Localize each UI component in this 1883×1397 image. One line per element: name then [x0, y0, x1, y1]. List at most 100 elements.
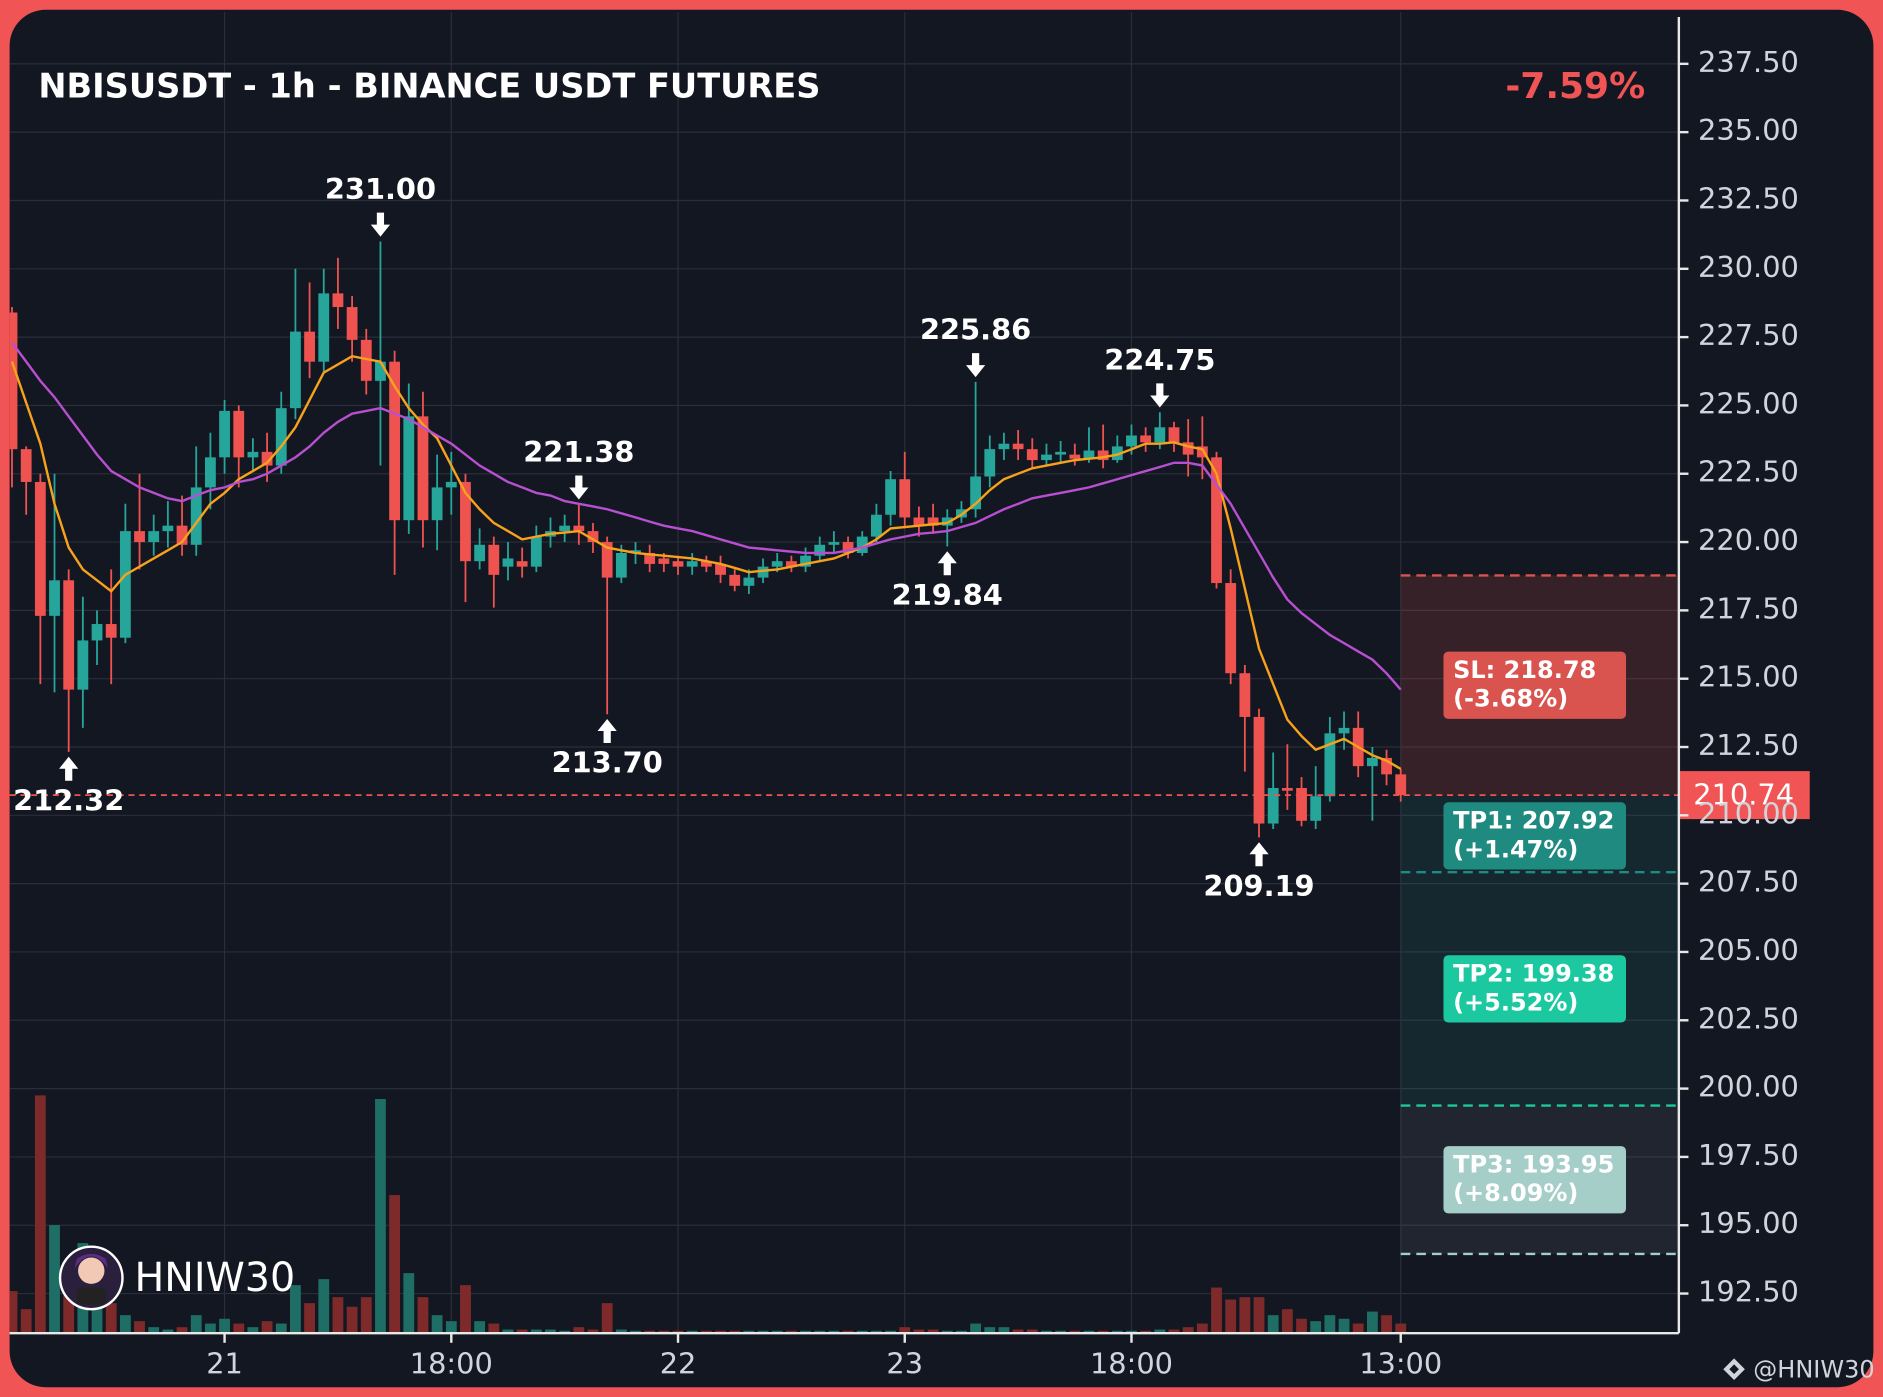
trade-levels: SL: 218.78(-3.68%) TP1: 207.92(+1.47%) TP2… [1400, 574, 1679, 1256]
credit: @HNIW30 [1723, 1355, 1875, 1383]
volume-bar [1366, 1311, 1378, 1334]
candle-body [757, 566, 769, 578]
candle-body [1041, 454, 1052, 461]
candle-body [913, 517, 925, 526]
candle-body [1381, 757, 1392, 775]
candle-body [984, 449, 996, 477]
volume-bar [219, 1318, 230, 1334]
candle-body [615, 552, 627, 578]
y-tick-label: 235.00 [1698, 113, 1799, 147]
annotation-label: 221.38 [523, 435, 634, 469]
candle-body [502, 558, 514, 567]
volume-bar [913, 1329, 925, 1334]
candle-body [162, 525, 174, 532]
candle-body [20, 449, 32, 482]
candle-body [233, 410, 245, 458]
y-tick-label: 230.00 [1698, 250, 1799, 284]
candle-body [219, 410, 230, 458]
volume-bar [460, 1285, 471, 1334]
volume-bar [417, 1297, 429, 1334]
volume-bar [134, 1321, 145, 1334]
volume-bar [474, 1321, 486, 1334]
volume-panel [9, 1095, 1407, 1334]
x-tick-label: 13:00 [1359, 1347, 1442, 1381]
volume-bar [1225, 1299, 1237, 1334]
candle-body [105, 624, 117, 638]
volume-bar [275, 1323, 287, 1334]
candle-body [559, 525, 571, 532]
price-line: 210.74 [9, 771, 1810, 820]
candle-body [346, 307, 358, 340]
candle-body [275, 408, 287, 466]
volume-bar [9, 1291, 18, 1334]
volume-bar [545, 1329, 556, 1334]
moving-averages [10, 341, 1402, 770]
annotation-arrow [937, 551, 957, 576]
y-tick-label: 212.50 [1698, 728, 1799, 762]
candle-body [1239, 673, 1251, 717]
price-label: 210.74 [1693, 777, 1794, 811]
candle-body [1140, 435, 1152, 443]
volume-bar [1182, 1327, 1194, 1334]
annotation-label: 225.86 [920, 312, 1031, 346]
y-tick-label: 200.00 [1698, 1070, 1799, 1104]
volume-bar [304, 1303, 315, 1334]
volume-bar [190, 1315, 202, 1334]
volume-bar [431, 1315, 443, 1334]
volume-bar [261, 1321, 273, 1334]
candle-body [488, 544, 500, 575]
grid [9, 12, 1679, 1334]
volume-bar [176, 1327, 188, 1334]
binance-icon [1723, 1358, 1745, 1381]
volume-bar [530, 1329, 542, 1334]
volume-bar [204, 1323, 216, 1334]
candle-body [261, 451, 273, 466]
volume-bar [332, 1297, 344, 1334]
volume-bar [1154, 1329, 1166, 1334]
y-tick-label: 225.00 [1698, 386, 1799, 420]
y-tick-label: 215.00 [1698, 660, 1799, 694]
volume-bar [601, 1303, 613, 1334]
candle-body [63, 580, 75, 690]
candle-body [290, 331, 301, 409]
volume-bar [162, 1329, 174, 1334]
volume-bar [1211, 1287, 1222, 1334]
candle-body [658, 558, 670, 564]
volume-bar [1012, 1329, 1024, 1334]
candle-body [1126, 435, 1137, 447]
candle-body [1338, 727, 1350, 734]
y-tick-label: 195.00 [1698, 1206, 1799, 1240]
volume-bar [927, 1329, 939, 1334]
candle-body [431, 487, 443, 521]
candle-body [1069, 454, 1081, 459]
candle-body [1182, 442, 1194, 455]
volume-bar [247, 1327, 259, 1334]
level-note: (+8.09%) [1453, 1179, 1578, 1207]
volume-bar [970, 1323, 982, 1334]
candle-body [1324, 733, 1336, 797]
volume-bar [49, 1225, 60, 1334]
annotation-arrow [965, 353, 986, 378]
candle-body [1055, 451, 1067, 455]
y-tick-label: 210.00 [1698, 796, 1799, 830]
candle-body [9, 312, 18, 450]
level-box [1443, 955, 1627, 1023]
volume-bar [1281, 1309, 1293, 1334]
candle-body [1253, 716, 1265, 824]
volume-bar [899, 1327, 911, 1334]
annotation-arrow [1249, 842, 1269, 867]
candle-body [134, 531, 145, 543]
volume-bar [1395, 1323, 1407, 1334]
candle-body [871, 514, 882, 537]
candle-body [530, 536, 542, 567]
volume-bar [998, 1327, 1010, 1334]
candle-body [587, 531, 599, 543]
x-tick-label: 18:00 [410, 1347, 493, 1381]
y-tick-label: 237.50 [1698, 45, 1799, 79]
avatar-hair [74, 1253, 109, 1269]
candle-body [1267, 788, 1279, 824]
candle-body [630, 550, 641, 553]
candle-body [672, 561, 684, 567]
volume-bar [148, 1327, 160, 1334]
y-tick-label: 205.00 [1698, 933, 1799, 967]
